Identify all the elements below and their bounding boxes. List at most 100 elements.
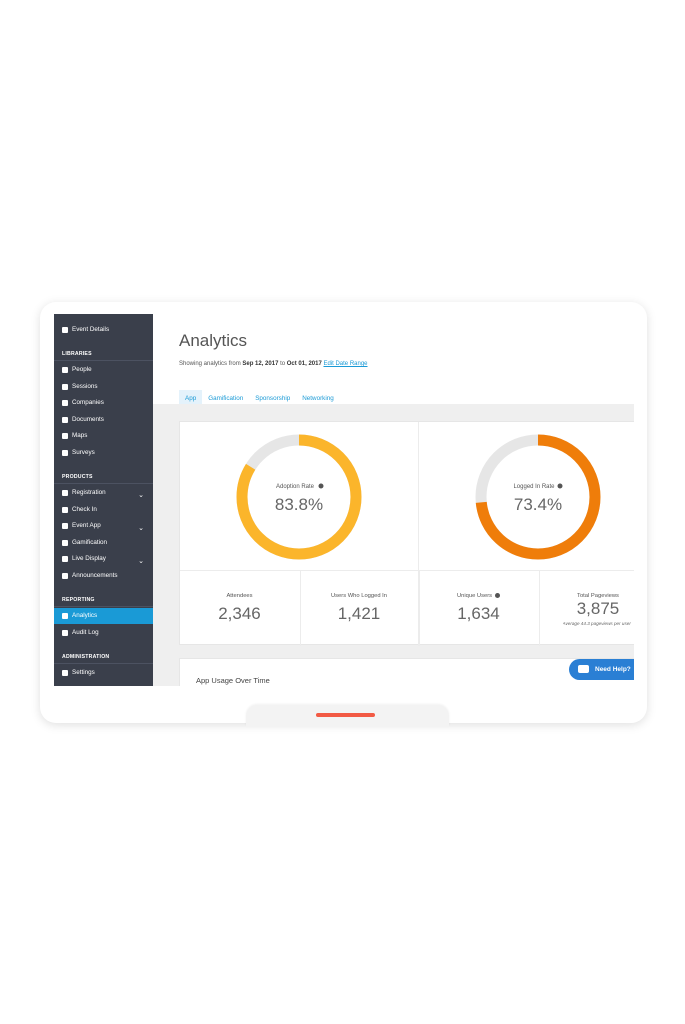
stat-note: Average 44.3 pageviews per user	[562, 621, 631, 626]
tab[interactable]: App	[179, 390, 203, 407]
item-icon	[62, 629, 68, 636]
sidebar-item[interactable]: Maps	[54, 428, 153, 444]
rate-value: 83.8%	[275, 495, 323, 514]
sidebar-item[interactable]: Documents	[54, 412, 153, 428]
item-label: Registration	[72, 489, 106, 496]
item-icon	[62, 327, 68, 333]
item-icon	[62, 556, 68, 563]
stat-value: 2,346	[218, 604, 261, 623]
section-heading: REPORTING	[54, 597, 153, 607]
subtitle-to: to	[280, 361, 286, 367]
sidebar-item[interactable]: Event App ⌄	[54, 518, 153, 534]
donut-arc	[236, 434, 362, 560]
usage-title: App Usage Over Time	[196, 676, 270, 685]
item-icon	[62, 433, 68, 440]
sidebar-item[interactable]: Sessions	[54, 379, 153, 395]
sidebar: Event Details LIBRARIES People Sessions Comp…	[54, 314, 153, 686]
sidebar-item[interactable]: Audit Log	[54, 625, 153, 641]
subtitle: Showing analytics from Sep 12, 2017 to O…	[179, 361, 368, 367]
tab[interactable]: Sponsorship	[255, 395, 291, 402]
item-icon	[62, 523, 68, 530]
sidebar-item[interactable]: Announcements	[54, 568, 153, 584]
item-label: Documents	[72, 415, 104, 423]
item-label: Audit Log	[72, 628, 99, 636]
tab[interactable]: Networking	[302, 395, 334, 402]
divider	[538, 570, 540, 646]
help-button[interactable]: Need Help?	[569, 659, 634, 680]
sidebar-item[interactable]: Gamification	[54, 535, 153, 551]
help-label: Need Help?	[595, 666, 631, 673]
divider	[419, 570, 420, 646]
item-label: Live Display	[72, 555, 106, 563]
item-label: Gamification	[72, 538, 107, 546]
item-icon	[62, 383, 68, 390]
item-label: Surveys	[72, 449, 95, 456]
item-icon	[62, 367, 68, 373]
sidebar-item[interactable]: Event Details	[54, 322, 153, 338]
item-label: Companies	[72, 399, 104, 407]
item-icon	[62, 669, 68, 676]
rate-label: Logged In Rate	[513, 484, 555, 490]
divider	[180, 570, 634, 571]
sidebar-item[interactable]: Live Display ⌄	[54, 551, 153, 567]
metrics-card: Adoption Rate 83.8% Logged In Rate 73.4% Att…	[179, 421, 635, 646]
item-label: People	[72, 366, 92, 373]
item-icon	[62, 573, 68, 579]
main-content: Analytics Showing analytics from Sep 12,…	[153, 314, 634, 686]
stat-label: Unique Users	[419, 593, 538, 599]
item-icon	[62, 539, 68, 546]
sidebar-item[interactable]: Registration ⌄	[54, 485, 153, 501]
sidebar-item[interactable]: People	[54, 362, 153, 378]
tab[interactable]: Gamification	[208, 395, 244, 402]
sidebar-item[interactable]: Companies	[54, 395, 153, 411]
item-icon	[62, 613, 68, 619]
item-icon	[62, 416, 68, 423]
chevron: ⌄	[138, 492, 144, 499]
chevron: ⌄	[138, 558, 144, 566]
stat-value: 3,875	[576, 599, 620, 618]
item-label: Sessions	[72, 382, 98, 390]
stat-label: Total Pageviews	[539, 593, 635, 599]
section-heading: ADMINISTRATION	[54, 654, 153, 664]
page-title: Analytics	[179, 331, 248, 350]
item-label: Settings	[72, 668, 95, 676]
item-icon	[62, 490, 68, 496]
item-icon	[62, 400, 68, 407]
screen: Event Details LIBRARIES People Sessions Comp…	[54, 314, 634, 686]
info-icon	[557, 483, 563, 489]
sidebar-item[interactable]: Settings	[54, 665, 153, 681]
section-heading: PRODUCTS	[54, 474, 153, 484]
divider	[418, 422, 419, 646]
item-label: Event App	[72, 522, 101, 530]
chevron: ⌄	[138, 525, 144, 533]
info-icon	[495, 593, 501, 598]
section-heading: LIBRARIES	[54, 351, 153, 361]
stat-label: Users Who Logged In	[300, 593, 419, 599]
donut: Logged In Rate 73.4%	[475, 434, 601, 560]
stat-value: 1,421	[337, 604, 381, 623]
item-label: Analytics	[72, 612, 98, 619]
date-from: Sep 12, 2017	[242, 361, 279, 367]
stat-label-text: Unique Users	[456, 593, 493, 600]
sidebar-item[interactable]: Check In	[54, 502, 153, 518]
stat-label-text: Total Pageviews	[577, 593, 619, 599]
donut: Adoption Rate 83.8%	[236, 434, 362, 560]
item-icon	[62, 450, 68, 456]
usage-card: App Usage Over Time	[179, 658, 634, 686]
item-label: Check In	[72, 505, 97, 513]
item-label: Announcements	[72, 572, 118, 579]
rate-value: 73.4%	[514, 495, 562, 514]
divider	[299, 570, 301, 646]
stat-label: Attendees	[180, 593, 299, 599]
subtitle-prefix: Showing analytics from	[179, 361, 241, 367]
sidebar-item[interactable]: Surveys	[54, 445, 153, 461]
stat-value: 1,634	[457, 604, 500, 623]
rate-label: Adoption Rate	[276, 484, 315, 490]
edit-date-link[interactable]: Edit Date Range	[323, 361, 368, 367]
item-label: Maps	[72, 432, 88, 440]
chat-icon	[578, 665, 589, 673]
sidebar-item[interactable]: Analytics	[54, 608, 153, 624]
stat-label-text: Attendees	[226, 593, 253, 599]
tabs: App Gamification Sponsorship Networking	[179, 387, 340, 407]
